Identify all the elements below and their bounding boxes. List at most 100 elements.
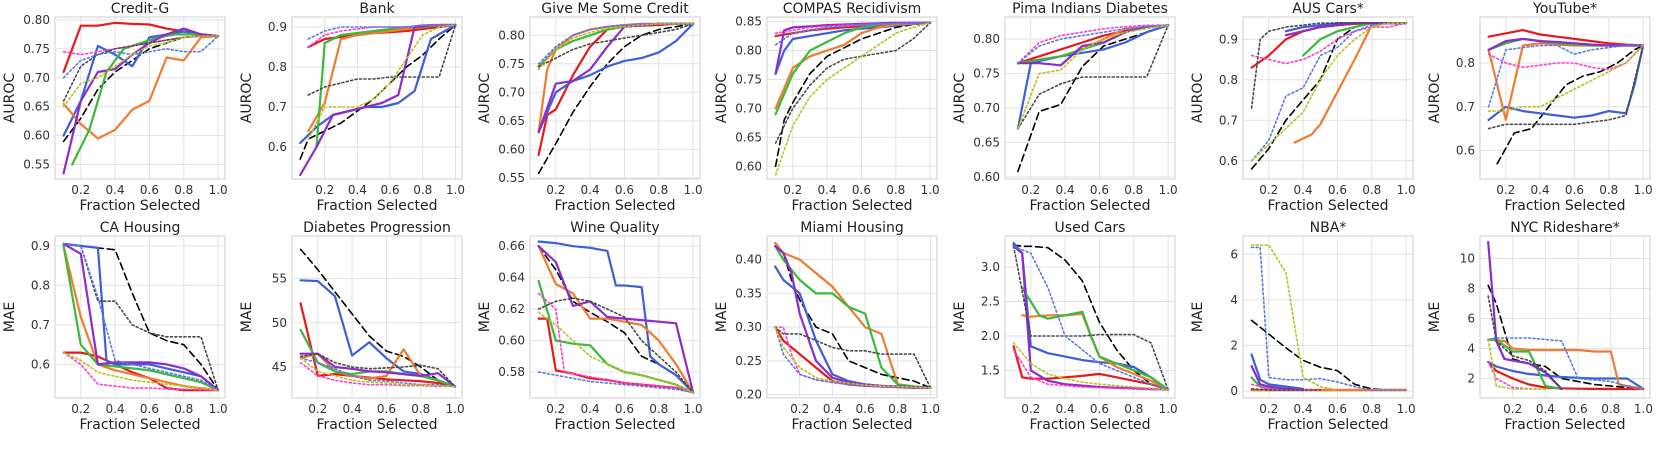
x-tick-label: 0.6: [1569, 402, 1588, 416]
x-tick-label: 0.8: [174, 402, 193, 416]
x-tick-label: 0.2: [315, 183, 334, 197]
chart-title: Pima Indians Diabetes: [1012, 1, 1168, 17]
x-tick-label: 1.0: [921, 183, 940, 197]
x-tick-label: 0.4: [1294, 183, 1313, 197]
series-line-2: [537, 22, 695, 134]
y-axis-label: AUROC: [1427, 73, 1443, 124]
series-line-8: [1017, 24, 1169, 65]
plot-area: [766, 235, 938, 399]
y-tick-label: 2.0: [981, 329, 1000, 343]
series-line-8: [307, 24, 457, 40]
y-tick-label: 0.25: [735, 354, 762, 368]
series-line-2: [299, 23, 457, 145]
chart-panel-5: 0.2 0.4 0.6 0.8 1.0 0.6 0.7 0.8 0.9 AUS Cars* Frac…: [1190, 1, 1416, 214]
y-axis-label: AUROC: [2, 73, 18, 124]
y-tick-label: 0.64: [498, 271, 525, 285]
y-tick-label: 0.30: [735, 320, 762, 334]
x-tick-label: 0.2: [71, 183, 90, 197]
series-line-2: [1487, 360, 1645, 391]
x-tick-label: 1.0: [209, 183, 228, 197]
series-line-7: [1012, 245, 1169, 391]
x-tick-label: 1.0: [209, 402, 228, 416]
series-line-9: [774, 21, 931, 176]
series-line-1: [1012, 345, 1170, 391]
y-tick-label: 0.75: [735, 72, 762, 86]
x-tick-label: 0.2: [546, 402, 565, 416]
y-tick-label: 0.65: [735, 130, 762, 144]
series-line-5: [1487, 37, 1645, 51]
x-tick-label: 0.8: [888, 402, 907, 416]
series-group: [1012, 241, 1170, 391]
x-axis-label: Fraction Selected: [554, 198, 675, 214]
y-tick-label: 3.0: [981, 260, 1000, 274]
chart-title: Used Cars: [1055, 220, 1126, 236]
series-line-7: [1017, 24, 1169, 130]
x-tick-label: 0.6: [1090, 402, 1109, 416]
x-tick-label: 0.2: [1503, 402, 1522, 416]
series-group: [1016, 24, 1170, 173]
x-tick-label: 0.2: [546, 183, 565, 197]
y-tick-label: 0.70: [973, 101, 1000, 115]
x-tick-label: 0.4: [343, 402, 362, 416]
x-tick-label: 0.4: [1294, 402, 1313, 416]
series-group: [62, 21, 220, 175]
x-axis-label: Fraction Selected: [1029, 198, 1150, 214]
series-line-9: [537, 311, 694, 394]
chart-panel-11: 0.2 0.4 0.6 0.8 1.0 1.5 2.0 2.5 3.0 Used Cars Frac…: [952, 220, 1178, 433]
x-tick-label: 0.2: [308, 402, 327, 416]
chart-panel-0: 0.2 0.4 0.6 0.8 1.0 0.55 0.60 0.65 0.70 0.75 0.80 C…: [2, 1, 228, 214]
x-axis-label: Fraction Selected: [791, 198, 912, 214]
x-axis-label: Fraction Selected: [316, 198, 437, 214]
y-tick-label: 0.8: [31, 278, 50, 292]
y-tick-label: 0.8: [1456, 56, 1475, 70]
series-line-5: [62, 27, 220, 175]
y-tick-label: 0.20: [735, 388, 762, 402]
chart-panel-9: 0.2 0.4 0.6 0.8 1.0 0.58 0.60 0.62 0.64 0.66 Wine …: [477, 220, 703, 433]
chart-panel-4: 0.2 0.4 0.6 0.8 1.0 0.60 0.65 0.70 0.75 0.80 Pima …: [952, 1, 1178, 214]
y-tick-label: 10: [1460, 252, 1475, 266]
series-line-3: [1487, 338, 1645, 391]
series-line-2: [62, 30, 220, 137]
y-axis-label: AUROC: [477, 73, 493, 124]
series-line-0: [62, 35, 219, 143]
x-tick-label: 0.4: [106, 183, 125, 197]
series-line-8: [774, 21, 931, 46]
x-tick-label: 0.6: [1328, 183, 1347, 197]
series-line-2: [537, 240, 695, 394]
y-tick-label: 55: [272, 271, 287, 285]
series-line-0: [1012, 244, 1169, 391]
x-axis-label: Fraction Selected: [1267, 198, 1388, 214]
series-line-6: [1250, 383, 1322, 391]
series-line-8: [1487, 337, 1645, 390]
series-line-6: [1487, 44, 1644, 71]
y-tick-label: 0.80: [735, 44, 762, 58]
series-line-8: [537, 371, 694, 394]
x-tick-label: 0.4: [106, 402, 125, 416]
x-tick-label: 0.2: [1021, 402, 1040, 416]
series-line-8: [1012, 245, 1169, 391]
x-tick-label: 0.4: [823, 402, 842, 416]
y-tick-label: 0.70: [735, 101, 762, 115]
series-group: [1487, 29, 1645, 165]
y-tick-label: 0.7: [1219, 113, 1238, 127]
series-line-8: [1250, 22, 1407, 162]
x-tick-label: 0.8: [1362, 402, 1381, 416]
y-tick-label: 2: [1467, 372, 1475, 386]
series-line-7: [299, 352, 456, 388]
x-tick-label: 0.4: [1536, 402, 1555, 416]
series-group: [1250, 22, 1408, 170]
series-line-9: [1487, 44, 1644, 112]
y-tick-label: 0.65: [973, 135, 1000, 149]
series-line-6: [774, 21, 931, 35]
x-tick-label: 0.8: [649, 183, 668, 197]
x-axis-label: Fraction Selected: [1267, 417, 1388, 433]
series-line-6: [537, 292, 694, 394]
y-tick-label: 0.80: [498, 28, 525, 42]
chart-panel-10: 0.2 0.4 0.6 0.8 1.0 0.20 0.25 0.30 0.35 0.40 Miami…: [714, 220, 940, 433]
series-group: [537, 240, 695, 394]
series-line-0: [774, 245, 932, 389]
series-group: [1250, 244, 1408, 392]
plot-area: [1242, 235, 1414, 399]
x-tick-label: 0.8: [413, 183, 432, 197]
y-tick-label: 8: [1467, 282, 1475, 296]
